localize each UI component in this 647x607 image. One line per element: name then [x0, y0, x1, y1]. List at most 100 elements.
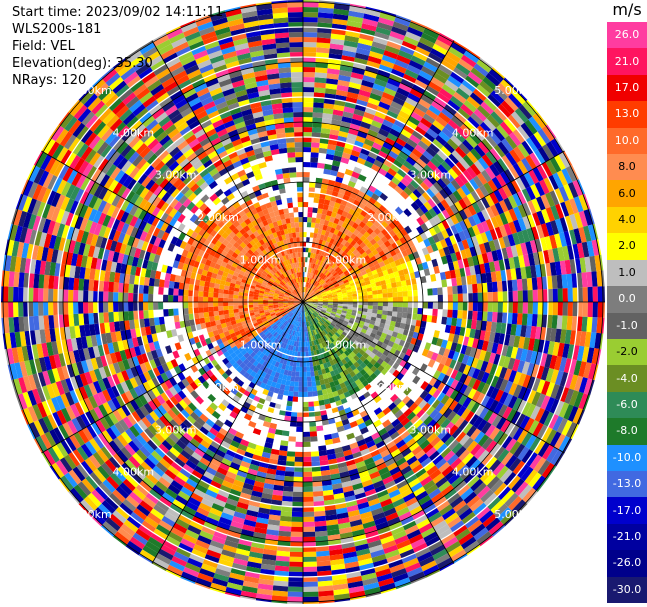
velocity-gate	[421, 314, 428, 322]
velocity-gate	[347, 266, 354, 272]
velocity-gate	[331, 114, 343, 121]
velocity-gate	[442, 309, 448, 318]
velocity-gate	[368, 197, 377, 205]
velocity-gate	[406, 313, 413, 320]
velocity-gate	[288, 390, 294, 397]
velocity-gate	[333, 245, 339, 252]
velocity-gate	[330, 287, 336, 292]
velocity-gate	[347, 306, 353, 310]
velocity-gate	[303, 561, 317, 567]
velocity-gate	[417, 308, 423, 315]
velocity-gate	[466, 166, 477, 179]
velocity-gate	[392, 226, 401, 235]
velocity-gate	[433, 214, 442, 225]
velocity-gate	[204, 316, 211, 323]
velocity-gate	[280, 510, 292, 517]
velocity-gate	[322, 113, 333, 120]
velocity-gate	[364, 213, 373, 221]
velocity-gate	[562, 288, 568, 302]
velocity-gate	[343, 269, 350, 275]
velocity-gate	[467, 71, 483, 85]
velocity-gate	[320, 289, 326, 293]
velocity-gate	[382, 306, 388, 311]
velocity-gate	[411, 148, 423, 159]
velocity-gate	[238, 305, 244, 309]
velocity-gate	[461, 318, 468, 328]
velocity-gate	[224, 419, 233, 428]
velocity-gate	[550, 205, 560, 221]
velocity-gate	[315, 177, 323, 184]
velocity-gate	[438, 63, 453, 76]
velocity-gate	[303, 586, 319, 592]
velocity-gate	[332, 294, 338, 298]
velocity-gate	[557, 288, 563, 302]
velocity-gate	[327, 307, 333, 310]
velocity-gate	[337, 79, 350, 87]
velocity-gate	[358, 221, 366, 229]
velocity-gate	[443, 246, 451, 256]
velocity-gate	[342, 50, 356, 58]
velocity-gate	[351, 309, 358, 314]
velocity-gate	[521, 188, 532, 203]
velocity-gate	[414, 144, 426, 155]
velocity-gate	[410, 55, 426, 66]
velocity-gate	[423, 27, 440, 40]
velocity-gate	[382, 269, 389, 276]
velocity-gate	[304, 292, 307, 298]
velocity-gate	[326, 73, 339, 80]
velocity-gate	[537, 128, 551, 145]
velocity-gate	[326, 280, 332, 285]
velocity-gate	[362, 308, 368, 313]
velocity-gate	[398, 82, 412, 93]
velocity-gate	[330, 38, 345, 46]
velocity-gate	[354, 140, 364, 148]
velocity-gate	[425, 85, 440, 97]
velocity-gate	[306, 371, 311, 377]
velocity-gate	[479, 184, 490, 197]
velocity-gate	[462, 154, 474, 167]
velocity-gate	[476, 59, 492, 73]
velocity-gate	[310, 292, 316, 297]
velocity-gate	[350, 285, 357, 290]
velocity-gate	[361, 251, 368, 258]
velocity-gate	[355, 225, 363, 233]
velocity-gate	[563, 230, 572, 246]
velocity-gate	[554, 261, 562, 276]
velocity-gate	[78, 313, 85, 326]
velocity-gate	[380, 146, 391, 155]
velocity-gate	[452, 67, 468, 80]
velocity-gate	[551, 275, 558, 289]
velocity-gate	[529, 134, 542, 150]
velocity-gate	[431, 100, 445, 112]
velocity-gate	[400, 106, 413, 116]
velocity-gate	[347, 15, 364, 24]
velocity-gate	[299, 366, 303, 372]
velocity-gate	[497, 302, 503, 313]
velocity-gate	[335, 241, 342, 248]
velocity-gate	[353, 235, 360, 243]
velocity-gate	[371, 41, 387, 50]
velocity-gate	[322, 299, 328, 301]
velocity-gate	[330, 170, 338, 177]
velocity-gate	[471, 235, 479, 247]
velocity-gate	[456, 277, 463, 286]
velocity-gate	[396, 87, 410, 98]
velocity-gate	[303, 551, 317, 557]
velocity-gate	[322, 304, 328, 306]
velocity-gate	[371, 120, 383, 129]
velocity-gate	[403, 233, 412, 242]
velocity-gate	[552, 288, 558, 302]
velocity-gate	[360, 148, 371, 156]
velocity-gate	[322, 298, 328, 300]
velocity-gate	[303, 12, 319, 18]
velocity-gate	[384, 114, 397, 124]
velocity-gate	[338, 249, 344, 256]
velocity-gate	[567, 244, 575, 260]
velocity-gate	[312, 296, 318, 299]
velocity-gate	[248, 304, 254, 308]
velocity-gate	[484, 194, 495, 207]
velocity-gate	[491, 176, 503, 190]
velocity-gate	[583, 209, 593, 226]
velocity-gate	[497, 291, 503, 302]
